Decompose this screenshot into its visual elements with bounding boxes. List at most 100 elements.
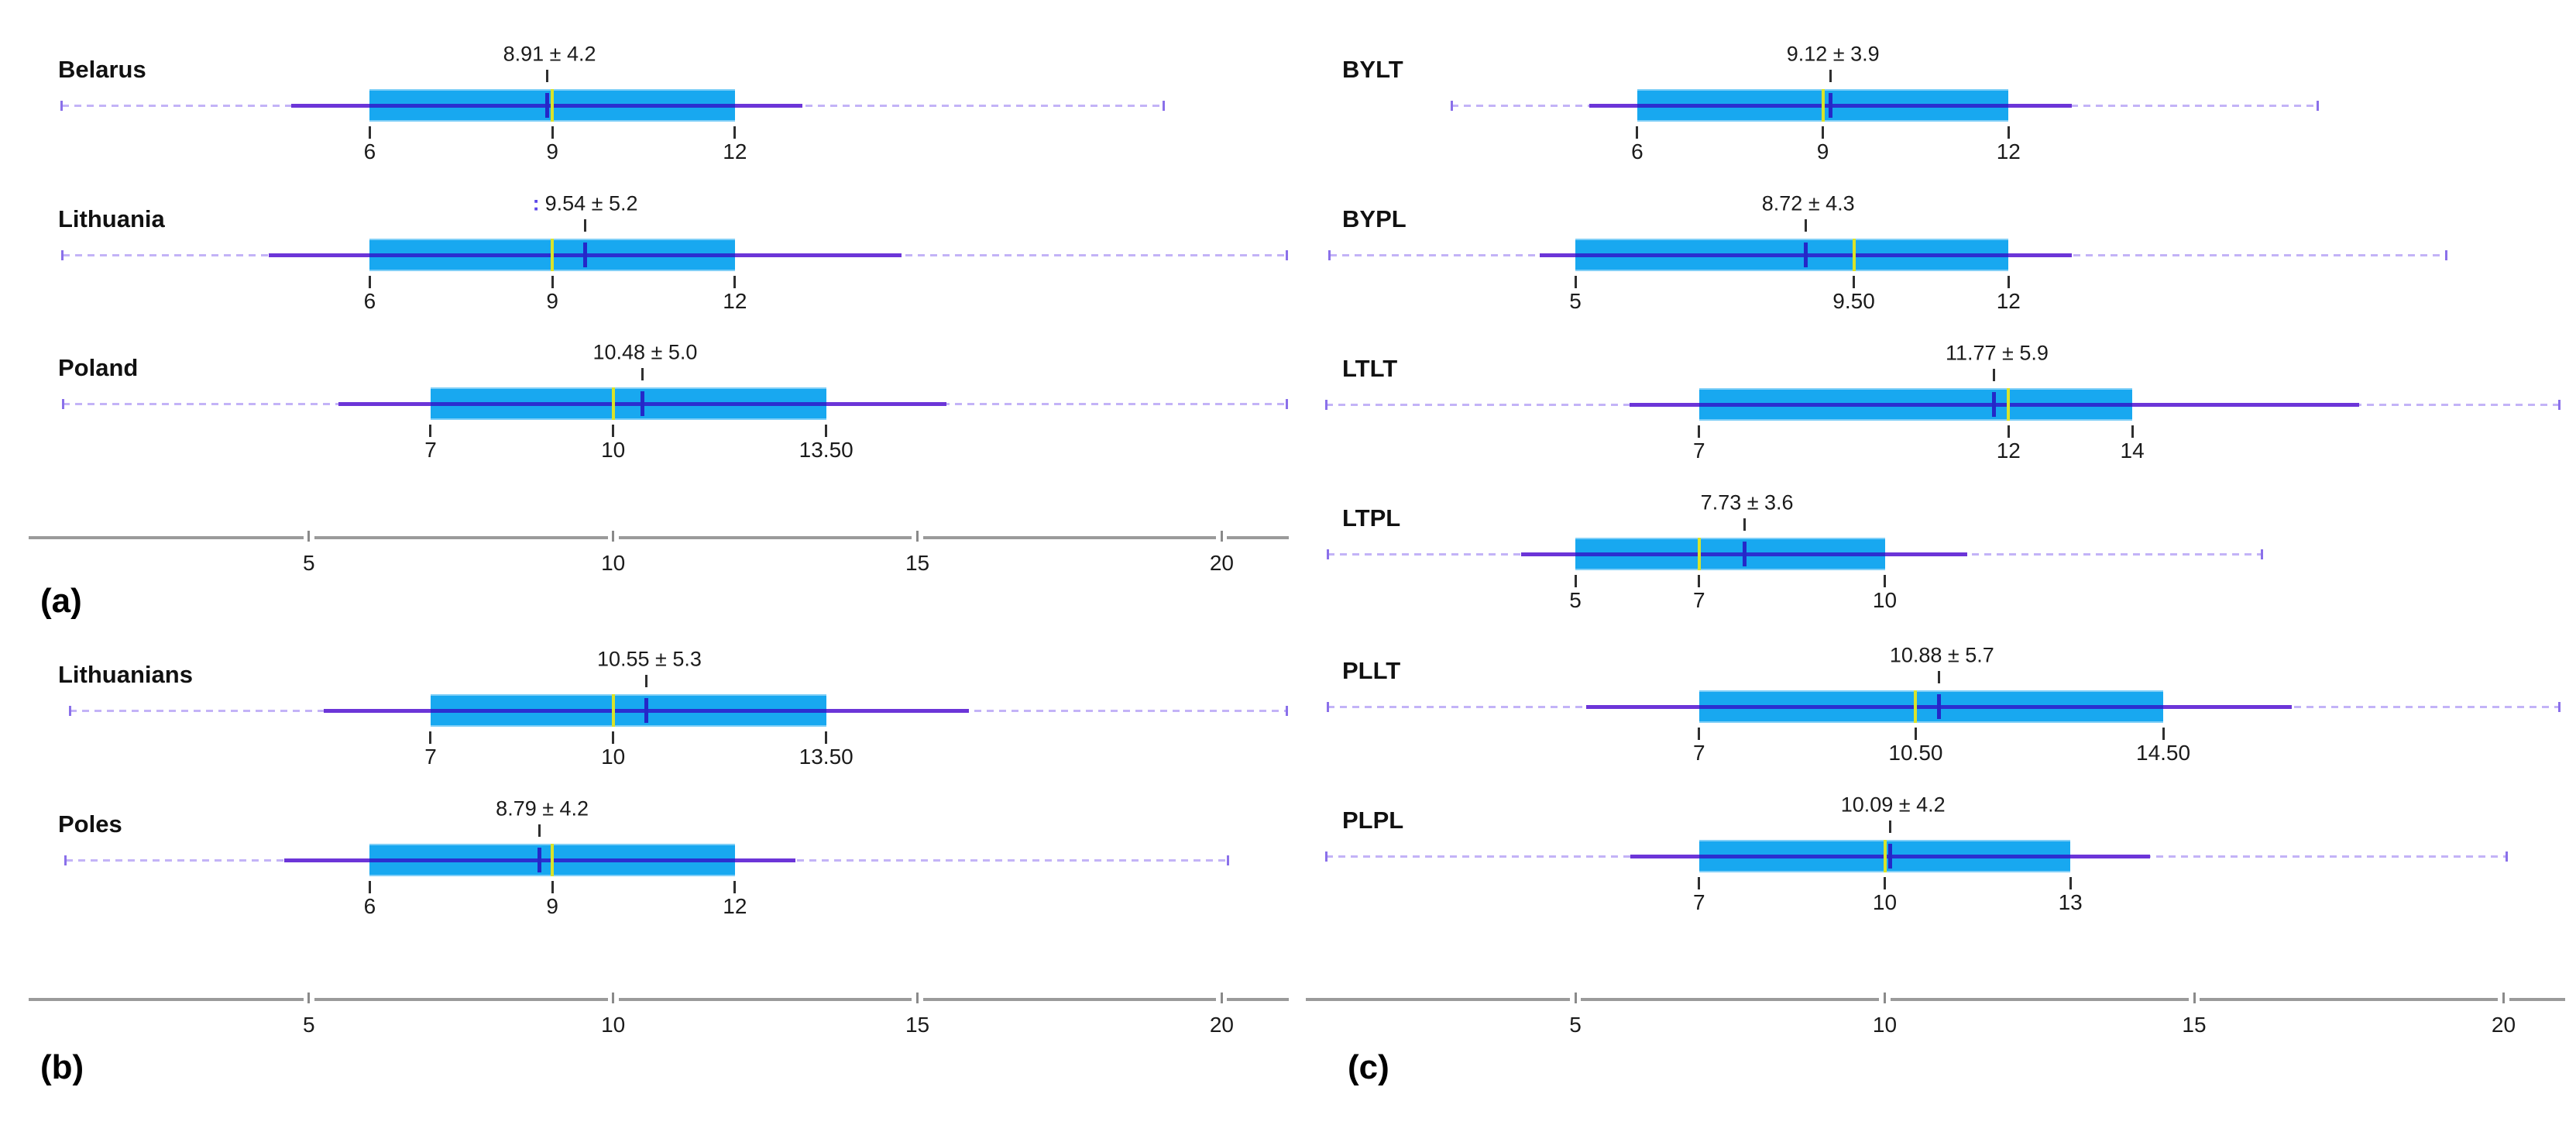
median-line [551, 89, 555, 122]
annotation-tick [538, 824, 541, 837]
quartile-label: 12 [1996, 439, 2021, 463]
panel-letter: (b) [40, 1048, 84, 1086]
whisker-line-right [2132, 402, 2360, 407]
axis-line-segment [314, 998, 608, 1001]
annotation-text: 8.72 ± 4.3 [1761, 191, 1855, 215]
quartile-label: 14.50 [2136, 741, 2191, 765]
range-cap-left [64, 855, 67, 865]
annotation-tick [1829, 70, 1832, 82]
quartile-label: 12 [723, 139, 747, 163]
mean-marker [644, 698, 649, 723]
quartile-tick [825, 425, 828, 437]
annotation-prefix: : [532, 191, 540, 215]
quartile-tick [1698, 877, 1701, 889]
group-label: Lithuania [58, 205, 165, 232]
median-line [2007, 388, 2011, 421]
group-label: LTLT [1342, 355, 1398, 382]
quartile-tick [2007, 126, 2010, 139]
mean-annotation: 7.73 ± 3.6 [1695, 491, 1794, 515]
quartile-tick [1636, 126, 1639, 139]
group-label: BYLT [1342, 56, 1403, 83]
group-label: BYPL [1342, 205, 1406, 232]
quartile-tick [612, 731, 615, 744]
whisker-line-left [1589, 103, 1637, 108]
axis-line-segment [2509, 998, 2566, 1001]
axis-tick [612, 993, 615, 1003]
annotation-text: 10.55 ± 5.3 [596, 647, 702, 671]
quartile-label: 13.50 [799, 745, 854, 769]
quartile-tick [2069, 877, 2072, 889]
quartile-tick [612, 425, 615, 437]
whisker-line-right [734, 103, 803, 108]
group-label: LTPL [1342, 504, 1401, 532]
mean-annotation: 10.55 ± 5.3 [592, 648, 702, 672]
range-cap-left [60, 100, 64, 111]
quartile-label: 5 [1569, 289, 1582, 313]
range-cap-right [1285, 705, 1288, 716]
annotation-tick [584, 219, 587, 232]
mean-marker [544, 93, 549, 118]
axis-tick [2193, 993, 2196, 1003]
whisker-line-right [734, 253, 902, 257]
annotation-text: 8.79 ± 4.2 [496, 796, 589, 821]
range-cap-right [1285, 249, 1288, 260]
axis-line-segment [618, 536, 912, 539]
axis-tick [916, 993, 919, 1003]
quartile-label: 6 [363, 139, 376, 163]
quartile-label: 10 [601, 438, 626, 462]
quartile-label: 7 [1693, 439, 1705, 463]
annotation-tick [641, 368, 644, 380]
quartile-tick [1574, 276, 1577, 288]
quartile-tick [429, 731, 432, 744]
quartile-label: 6 [363, 289, 376, 313]
quartile-label: 12 [723, 289, 747, 313]
quartile-label: 10 [1872, 890, 1898, 914]
annotation-tick [1938, 671, 1941, 683]
axis-tick-label: 5 [303, 551, 315, 575]
annotation-text: 10.88 ± 5.7 [1889, 643, 1994, 667]
mean-annotation: 10.88 ± 5.7 [1884, 644, 1994, 668]
range-cap-left [1324, 399, 1327, 410]
quartile-label: 12 [723, 894, 747, 918]
quartile-tick [2007, 276, 2010, 288]
annotation-tick [645, 675, 648, 687]
mean-annotation: 8.79 ± 4.2 [490, 797, 589, 821]
whisker-line-inside-box [430, 401, 826, 406]
quartile-tick [1884, 575, 1886, 587]
annotation-tick [1993, 369, 1996, 381]
axis-line-segment [29, 998, 304, 1001]
whisker-line-right [1884, 552, 1967, 556]
quartile-label: 7 [424, 745, 437, 769]
axis-line-segment [922, 998, 1217, 1001]
quartile-label: 9 [1816, 139, 1829, 163]
axis-tick-label: 20 [1209, 1013, 1234, 1037]
quartile-tick [551, 276, 554, 288]
quartile-label: 9 [546, 894, 558, 918]
quartile-tick [1822, 126, 1825, 139]
quartile-label: 9 [546, 139, 558, 163]
range-cap-left [68, 705, 71, 716]
median-line [1821, 89, 1825, 122]
median-line [551, 844, 555, 876]
panel-letter: (a) [40, 582, 82, 620]
axis-line-segment [922, 536, 1217, 539]
median-line [551, 239, 555, 271]
quartile-label: 14 [2120, 439, 2145, 463]
range-cap-right [2317, 100, 2320, 111]
mean-annotation: 10.09 ± 4.2 [1836, 793, 1946, 817]
range-cap-left [1326, 701, 1329, 712]
quartile-tick [2131, 425, 2134, 438]
quartile-label: 12 [1996, 139, 2021, 163]
quartile-label: 9 [546, 289, 558, 313]
annotation-text: 10.48 ± 5.0 [592, 340, 698, 364]
quartile-tick [1698, 728, 1701, 740]
mean-marker [640, 391, 644, 416]
quartile-label: 5 [1569, 588, 1582, 612]
mean-annotation: :9.54 ± 5.2 [533, 192, 638, 216]
range-cap-left [1328, 249, 1331, 260]
whisker-line-inside-box [430, 708, 826, 713]
quartile-label: 7 [1693, 890, 1705, 914]
quartile-tick [1698, 575, 1701, 587]
quartile-tick [733, 126, 737, 139]
quartile-tick [2007, 425, 2010, 438]
